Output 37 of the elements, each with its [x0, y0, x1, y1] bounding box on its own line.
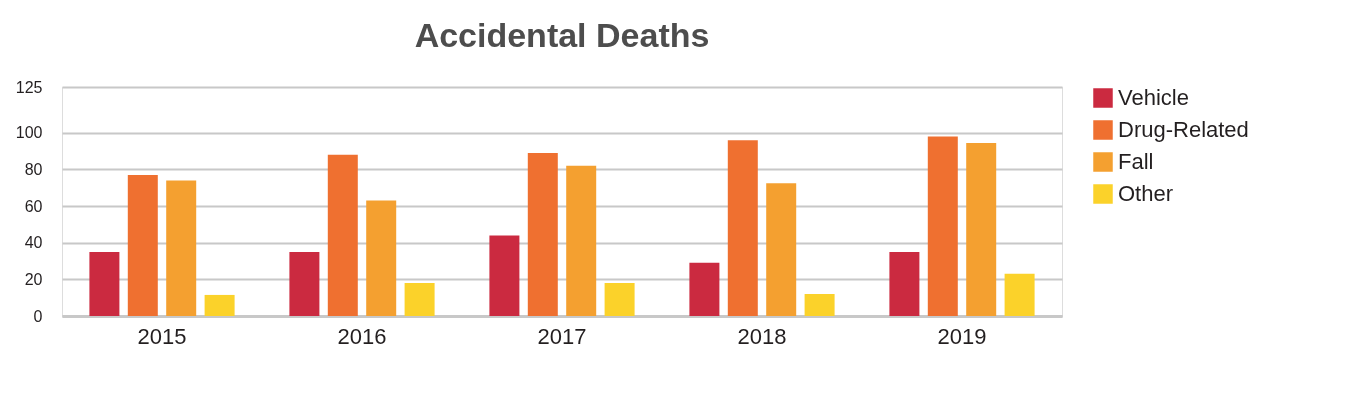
bar: [166, 180, 197, 316]
x-tick-label: 2016: [337, 323, 387, 349]
bar: [289, 251, 320, 316]
legend-label: Vehicle: [1118, 85, 1189, 110]
bar: [1004, 273, 1035, 316]
bar: [327, 154, 358, 316]
bar: [689, 262, 720, 316]
y-tick-label: 80: [24, 160, 43, 178]
bar: [89, 251, 120, 316]
bar: [489, 235, 520, 316]
y-tick-label: 100: [15, 124, 43, 142]
bar: [766, 183, 797, 316]
y-tick-label: 40: [24, 234, 43, 252]
chart-title: Accidental Deaths: [414, 16, 710, 54]
bar: [204, 294, 235, 316]
x-tick-label: 2017: [537, 323, 587, 349]
bar: [604, 283, 635, 316]
bar: [889, 251, 920, 316]
x-tick-label: 2019: [937, 323, 987, 349]
y-tick-label: 125: [15, 78, 43, 96]
bar: [727, 140, 758, 316]
legend-label: Other: [1118, 181, 1174, 206]
bar: [927, 136, 958, 316]
legend-label: Fall: [1118, 149, 1154, 174]
bar: [804, 294, 835, 316]
bar: [566, 165, 597, 316]
y-tick-label: 0: [33, 307, 43, 325]
bar: [966, 142, 997, 316]
y-tick-label: 60: [24, 197, 43, 215]
x-tick-label: 2015: [137, 323, 187, 349]
x-tick-label: 2018: [737, 323, 787, 349]
bar: [404, 283, 435, 316]
legend-label: Drug-Related: [1118, 117, 1249, 142]
y-tick-label: 20: [24, 270, 43, 288]
bar: [127, 174, 158, 316]
bar: [366, 200, 397, 316]
bar: [527, 152, 558, 316]
